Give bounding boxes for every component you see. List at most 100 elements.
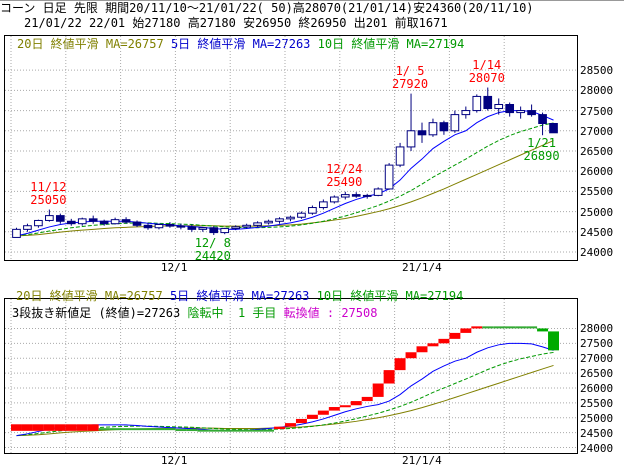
candle-body: [55, 215, 65, 222]
ohlc-summary-bar: 21/01/22 22/01 始27180 高27180 安26950 終269…: [0, 16, 624, 31]
x-tick-label: 12/1: [160, 261, 188, 274]
price-annotation: 11/12 25050: [26, 179, 70, 207]
reversal-brick: [252, 429, 264, 432]
ma10-legend: 10日 終値平滑 MA=27194: [317, 37, 465, 51]
candle-body: [143, 224, 153, 229]
price-annotation: 1/21 26890: [520, 137, 564, 163]
reversal-chart-panel[interactable]: [4, 298, 578, 454]
annotation-date: 12/ 8: [194, 236, 231, 250]
annotation-value: 25050: [30, 192, 67, 207]
candle-body: [340, 194, 350, 198]
reversal-brick: [438, 338, 450, 344]
candle-body: [549, 122, 558, 134]
ma5-legend-lower: 5日 終値平滑 MA=27263: [169, 289, 310, 303]
chart-title: コーン 日足 先限 期間20/11/10～21/01/22( 50)高28070…: [0, 1, 534, 15]
reversal-brick: [175, 429, 187, 432]
annotation-value: 27920: [391, 76, 429, 91]
x-tick-label: 21/1/4: [402, 261, 442, 274]
reversal-axis-tick-label: 28000: [580, 322, 614, 336]
reversal-axis-tick-label: 27500: [580, 337, 614, 351]
reversal-brick: [493, 326, 505, 329]
price-axis-tick-label: 24500: [580, 225, 614, 239]
ma20-legend-lower: 20日 終値平滑 MA=26757: [16, 289, 163, 303]
reversal-brick: [54, 424, 66, 431]
reversal-brick: [197, 429, 209, 432]
reversal-brick: [241, 429, 253, 432]
candle-body: [34, 219, 43, 227]
candle-body: [165, 224, 175, 227]
candle-body: [88, 218, 98, 222]
reversal-brick: [208, 429, 220, 432]
x-tick-label: 21/1/4: [402, 454, 442, 467]
ma-legend-upper: 20日 終値平滑 MA=26757 5日 終値平滑 MA=27263 10日 終…: [17, 37, 464, 52]
reversal-brick: [65, 424, 77, 431]
reversal-brick: [306, 414, 318, 419]
reversal-brick: [230, 429, 242, 432]
reversal-axis-tick-label: 24500: [580, 426, 614, 440]
annotation-value: 26890: [523, 149, 560, 164]
candle-body: [242, 224, 251, 228]
reversal-brick: [383, 370, 395, 384]
candle-body: [209, 227, 219, 234]
reversal-axis-tick-label: 25500: [580, 396, 614, 410]
reversal-bar-chart: [5, 299, 577, 453]
reversal-brick: [416, 346, 428, 353]
candlestick-chart: [5, 36, 577, 260]
candle-body: [505, 104, 515, 114]
price-annotation: 1/14 28070: [465, 58, 509, 85]
annotation-value: 25490: [326, 174, 363, 189]
reversal-brick: [372, 383, 384, 397]
reversal-brick: [449, 332, 461, 339]
reversal-brick: [186, 429, 198, 432]
price-chart-panel[interactable]: 20日 終値平滑 MA=26757 5日 終値平滑 MA=27263 10日 終…: [4, 35, 578, 261]
reversal-brick: [43, 424, 55, 431]
annotation-value: 24420: [194, 249, 231, 263]
price-axis-tick-label: 27000: [580, 124, 614, 138]
candle-body: [351, 194, 361, 197]
price-axis-tick-label: 25500: [580, 185, 614, 199]
reversal-brick: [153, 428, 165, 431]
ohlc-summary: 21/01/22 22/01 始27180 高27180 安26950 終269…: [24, 16, 448, 30]
reversal-axis-tick-label: 26000: [580, 381, 614, 395]
candle-body: [275, 218, 284, 222]
reversal-brick: [274, 426, 285, 430]
candle-body: [297, 212, 306, 218]
candle-body: [264, 220, 273, 224]
ma20-legend: 20日 終値平滑 MA=26757: [17, 37, 164, 51]
reversal-title: 3段抜き新値足 (終値)=27263: [12, 306, 181, 320]
reversal-brick: [164, 428, 176, 431]
ma-legend-lower-line: 20日 終値平滑 MA=26757 5日 終値平滑 MA=27263 10日 終…: [16, 289, 463, 304]
annotation-date: 1/21: [527, 136, 556, 151]
annotation-date: 11/12: [30, 179, 67, 194]
annotation-value: 28070: [468, 70, 505, 85]
candle-body: [516, 110, 525, 114]
candle-body: [417, 130, 427, 136]
reversal-brick: [548, 331, 559, 351]
price-axis-tick-label: 26000: [580, 165, 614, 179]
reversal-brick: [98, 428, 110, 431]
price-axis-tick-label: 28000: [580, 84, 614, 98]
candle-body: [308, 207, 317, 214]
reversal-brick: [11, 424, 22, 431]
candle-body: [461, 110, 471, 116]
reversal-brick: [131, 428, 143, 431]
candle-body: [450, 114, 460, 132]
candle-body: [472, 95, 482, 112]
candle-body: [253, 222, 262, 226]
reversal-brick: [109, 428, 121, 431]
ma20-line: [16, 140, 554, 237]
reversal-brick: [504, 326, 516, 329]
reversal-brick: [263, 429, 275, 432]
candle-body: [187, 226, 197, 230]
chart-title-bar: コーン 日足 先限 期間20/11/10～21/01/22( 50)高28070…: [0, 0, 624, 16]
price-annotation: 1/ 5 27920: [388, 63, 432, 91]
candle-body: [110, 219, 120, 225]
reversal-brick: [76, 424, 88, 431]
candle-body: [286, 216, 295, 220]
reversal-legend: 3段抜き新値足 (終値)=27263 陰転中 1 手目 転換値 : 27508: [12, 306, 377, 321]
reversal-brick: [295, 418, 307, 424]
candle-body: [231, 226, 241, 230]
reversal-brick: [427, 343, 439, 347]
reversal-brick: [87, 424, 99, 431]
annotation-date: 1/ 5: [395, 63, 425, 78]
